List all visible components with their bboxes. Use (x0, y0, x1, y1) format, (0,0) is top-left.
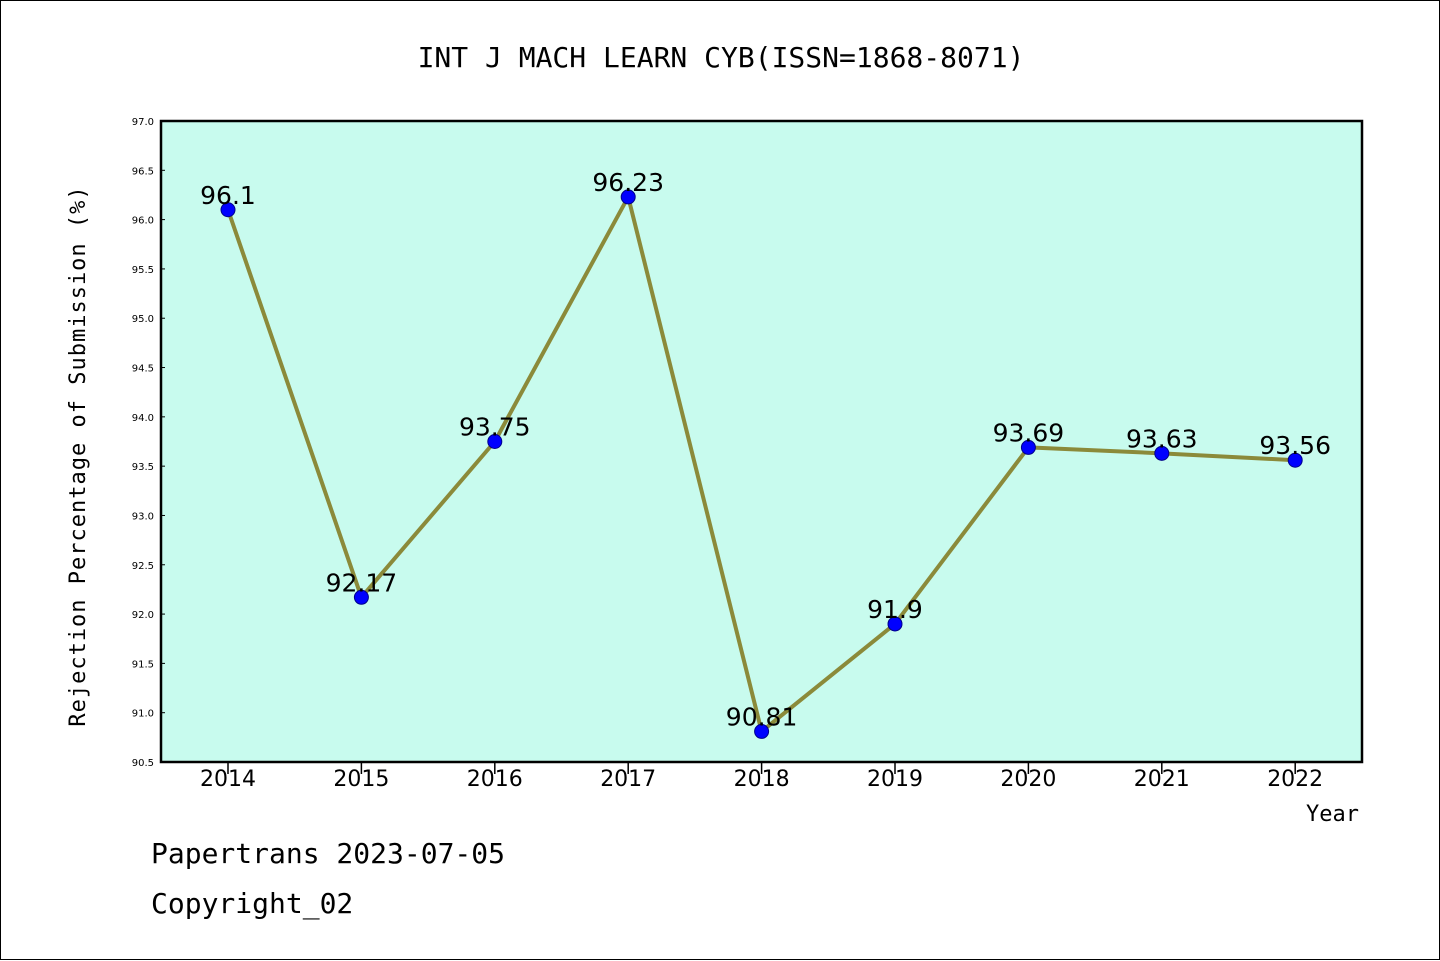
data-label: 93.75 (459, 413, 531, 442)
data-point-marker (754, 723, 770, 739)
data-point-marker (1154, 445, 1170, 461)
data-point-marker (353, 589, 369, 605)
data-point-marker (1287, 452, 1303, 468)
data-point-marker (620, 189, 636, 205)
data-label: 96.1 (200, 181, 256, 210)
x-tick-label: 2020 (1000, 767, 1056, 792)
data-label: 91.9 (867, 595, 923, 624)
y-axis-label: Rejection Percentage of Submission (%) (66, 185, 91, 726)
y-tick-label: 93.5 (132, 462, 154, 473)
y-tick-label: 91.0 (132, 709, 154, 720)
data-label: 90.81 (726, 702, 798, 731)
data-point-marker (1020, 439, 1036, 455)
y-tick-label: 90.5 (132, 758, 154, 769)
x-tick-label: 2017 (600, 767, 656, 792)
data-point-marker (487, 434, 503, 449)
marker-group (220, 189, 1303, 739)
x-axis-ticks: 2014 2015 2016 2017 2018 2019 2020 2021 2022 (200, 762, 1323, 792)
y-tick-label: 96.0 (132, 216, 154, 227)
x-tick-label: 2016 (467, 767, 523, 792)
data-label-group: 96.1 92.17 93.75 96.23 90.81 91.9 93.69 93.63 93… (200, 168, 1331, 731)
y-tick-label: 91.5 (132, 659, 154, 670)
data-label: 93.63 (1126, 424, 1198, 453)
data-label: 96.23 (592, 168, 664, 197)
data-point-marker (220, 202, 236, 218)
chart-title: INT J MACH LEARN CYB(ISSN=1868-8071) (418, 41, 1025, 74)
y-tick-label: 93.0 (132, 511, 154, 522)
data-label: 93.56 (1259, 431, 1331, 460)
x-tick-label: 2021 (1134, 767, 1190, 792)
x-tick-label: 2022 (1267, 767, 1323, 792)
data-point-marker (887, 616, 903, 632)
y-tick-label: 95.5 (132, 265, 154, 276)
x-tick-label: 2015 (333, 767, 389, 792)
x-tick-label: 2019 (867, 767, 923, 792)
data-label: 92.17 (326, 568, 398, 597)
y-axis-ticks: 90.5 91.0 91.5 92.0 92.5 93.0 93.5 94.0 94.5 95.0… (132, 117, 165, 769)
y-tick-label: 94.5 (132, 364, 154, 375)
data-label: 93.69 (993, 418, 1065, 447)
y-tick-label: 96.5 (132, 166, 154, 177)
y-tick-label: 95.0 (132, 314, 154, 325)
footer-date: Papertrans 2023-07-05 (151, 837, 506, 870)
y-tick-label: 97.0 (132, 117, 154, 128)
x-tick-label: 2018 (734, 767, 790, 792)
footer-copyright: Copyright_02 (151, 887, 354, 920)
y-tick-label: 94.0 (132, 413, 154, 424)
y-tick-label: 92.5 (132, 561, 154, 572)
x-axis-label: Year (1306, 802, 1359, 827)
plot-area (159, 119, 1364, 764)
x-tick-label: 2014 (200, 767, 256, 792)
y-tick-label: 92.0 (132, 610, 154, 621)
